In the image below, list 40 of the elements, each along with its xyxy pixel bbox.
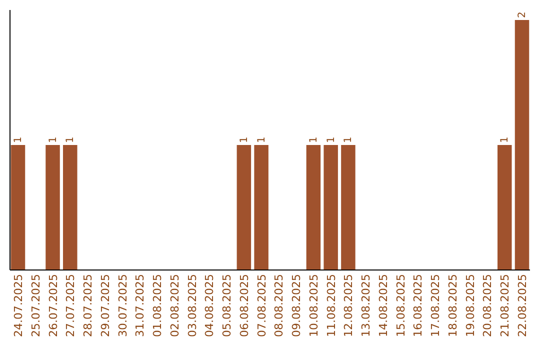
x-tick-label: 07.08.2025 [255, 274, 268, 337]
data-label: 1 [500, 136, 511, 143]
data-label: 1 [238, 136, 250, 143]
x-tick-label: 12.08.2025 [342, 274, 356, 337]
data-label: 1 [48, 136, 59, 143]
x-tick-label: 22.08.2025 [516, 274, 530, 337]
x-tick-label: 01.08.2025 [151, 274, 164, 337]
data-label: 1 [343, 136, 354, 143]
x-tick-label: 16.08.2025 [412, 274, 425, 337]
data-label: 1 [12, 136, 24, 143]
x-tick-label: 20.08.2025 [481, 274, 494, 337]
x-tick-label: 19.08.2025 [464, 274, 477, 337]
x-tick-label: 03.08.2025 [186, 274, 199, 337]
x-tick-label: 17.08.2025 [429, 274, 442, 337]
data-label: 1 [326, 136, 337, 143]
x-tick-label: 06.08.2025 [238, 274, 251, 337]
x-tick-label: 09.08.2025 [290, 274, 304, 337]
x-tick-label: 29.07.2025 [98, 274, 112, 337]
x-tick-label: 21.08.2025 [498, 274, 512, 337]
x-tick-label: 14.08.2025 [376, 274, 390, 337]
x-tick-label: 05.08.2025 [220, 274, 234, 337]
x-tick-label: 25.07.2025 [29, 274, 42, 337]
data-label: 1 [256, 136, 268, 143]
x-tick-label: 04.08.2025 [203, 274, 216, 337]
x-tick-label: 08.08.2025 [272, 274, 286, 337]
data-label: 2 [517, 12, 528, 18]
data-label: 1 [65, 136, 76, 143]
x-tick-label: 31.07.2025 [134, 274, 147, 337]
x-tick-label: 02.08.2025 [168, 274, 182, 337]
x-tick-label: 30.07.2025 [116, 274, 130, 337]
x-tick-label: 15.08.2025 [394, 274, 408, 337]
x-tick-label: 26.07.2025 [46, 274, 60, 337]
x-tick-label: 13.08.2025 [360, 274, 373, 337]
x-tick-label: 27.07.2025 [64, 274, 78, 337]
x-tick-label: 24.07.2025 [12, 274, 25, 337]
x-tick-label: 11.08.2025 [324, 274, 338, 337]
x-tick-label: 10.08.2025 [307, 274, 320, 337]
x-tick-label: 28.07.2025 [82, 274, 95, 337]
data-label: 1 [308, 136, 320, 143]
x-tick-label: 18.08.2025 [446, 274, 460, 337]
